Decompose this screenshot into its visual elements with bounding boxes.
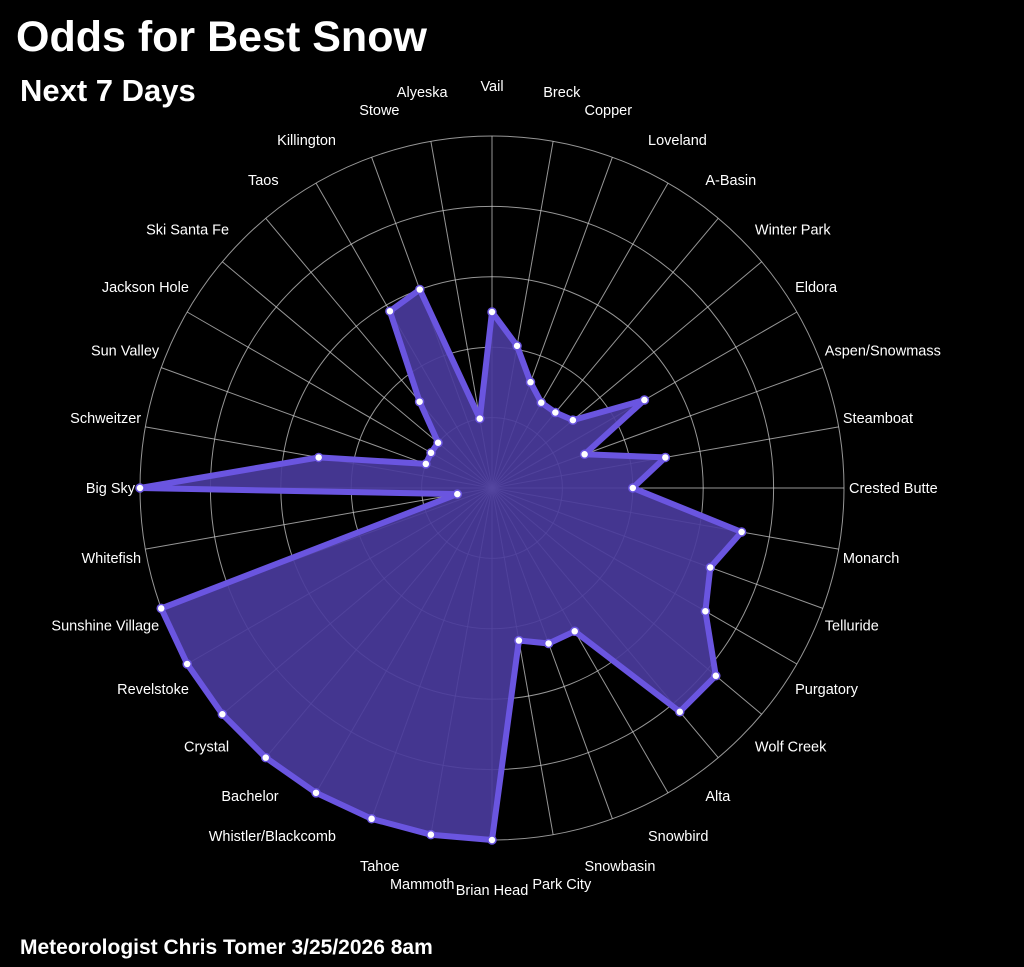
data-point: [525, 377, 536, 387]
axis-label: Monarch: [843, 551, 899, 567]
data-point: [475, 413, 485, 424]
data-point: [514, 635, 524, 646]
data-point: [543, 638, 554, 649]
axis-label: Ski Santa Fe: [146, 223, 229, 239]
axis-label: Schweitzer: [70, 411, 141, 427]
axis-label: Crested Butte: [849, 481, 938, 497]
axis-label: Copper: [585, 103, 633, 119]
axis-label: Telluride: [825, 619, 879, 635]
data-point: [512, 341, 522, 351]
axis-label: Mammoth: [390, 877, 454, 893]
markers-layer: [135, 284, 747, 845]
axis-label: Purgatory: [795, 682, 859, 698]
axis-label: Sunshine Village: [51, 619, 159, 635]
data-point: [156, 603, 166, 614]
data-point: [700, 606, 711, 616]
data-point: [487, 835, 497, 845]
grid-spoke: [145, 487, 493, 550]
axis-label: Killington: [277, 133, 336, 149]
data-point: [433, 437, 443, 448]
series-area: [137, 286, 745, 843]
data-point: [705, 562, 716, 573]
data-point: [135, 483, 145, 493]
series-layer: [137, 286, 745, 843]
axis-label: Breck: [543, 85, 581, 101]
data-point: [182, 659, 192, 669]
data-point: [366, 814, 377, 824]
data-point: [550, 407, 561, 418]
data-point: [452, 489, 463, 499]
axis-label: Wolf Creek: [755, 739, 827, 755]
axis-label: Snowbasin: [585, 859, 656, 875]
footer-credit: Meteorologist Chris Tomer 3/25/2026 8am: [20, 936, 433, 959]
axis-label: Brian Head: [456, 883, 529, 899]
axis-label: Alta: [705, 789, 731, 805]
axis-label: Eldora: [795, 280, 838, 296]
axis-label: Vail: [480, 79, 503, 95]
axis-label: Whitefish: [81, 551, 141, 567]
data-point: [426, 448, 436, 458]
data-point: [568, 415, 578, 425]
data-point: [579, 449, 590, 460]
axis-label: Winter Park: [755, 223, 831, 239]
data-point: [217, 709, 228, 720]
data-point: [569, 626, 580, 637]
axis-label: Loveland: [648, 133, 707, 149]
data-point: [628, 483, 638, 493]
axis-label: A-Basin: [705, 173, 756, 189]
data-point: [421, 459, 431, 469]
axis-label: Aspen/Snowmass: [825, 344, 941, 360]
data-point: [675, 707, 685, 717]
data-point: [311, 788, 321, 798]
axis-label: Big Sky: [86, 481, 136, 497]
chart-subtitle: Next 7 Days: [20, 73, 196, 108]
data-point: [415, 284, 425, 295]
chart-title: Odds for Best Snow: [16, 13, 427, 61]
axis-label: Park City: [532, 877, 592, 893]
data-point: [313, 452, 324, 463]
axis-label: Whistler/Blackcomb: [209, 829, 336, 845]
axis-label: Jackson Hole: [102, 280, 189, 296]
data-point: [660, 452, 671, 463]
axis-label: Alyeska: [397, 85, 449, 101]
axis-label: Revelstoke: [117, 682, 189, 698]
data-point: [711, 671, 721, 681]
data-point: [414, 396, 425, 407]
data-point: [536, 397, 547, 408]
axis-label: Crystal: [184, 739, 229, 755]
data-point: [260, 752, 271, 763]
axis-label: Sun Valley: [91, 344, 160, 360]
axis-label: Tahoe: [360, 859, 400, 875]
data-point: [736, 527, 747, 537]
data-point: [639, 395, 650, 405]
axis-label: Snowbird: [648, 829, 708, 845]
data-point: [487, 307, 497, 317]
axis-label: Stowe: [359, 103, 399, 119]
data-point: [426, 829, 436, 840]
axis-label: Steamboat: [843, 411, 913, 427]
data-point: [385, 306, 395, 316]
axis-label: Taos: [248, 173, 279, 189]
axis-label: Bachelor: [221, 789, 278, 805]
